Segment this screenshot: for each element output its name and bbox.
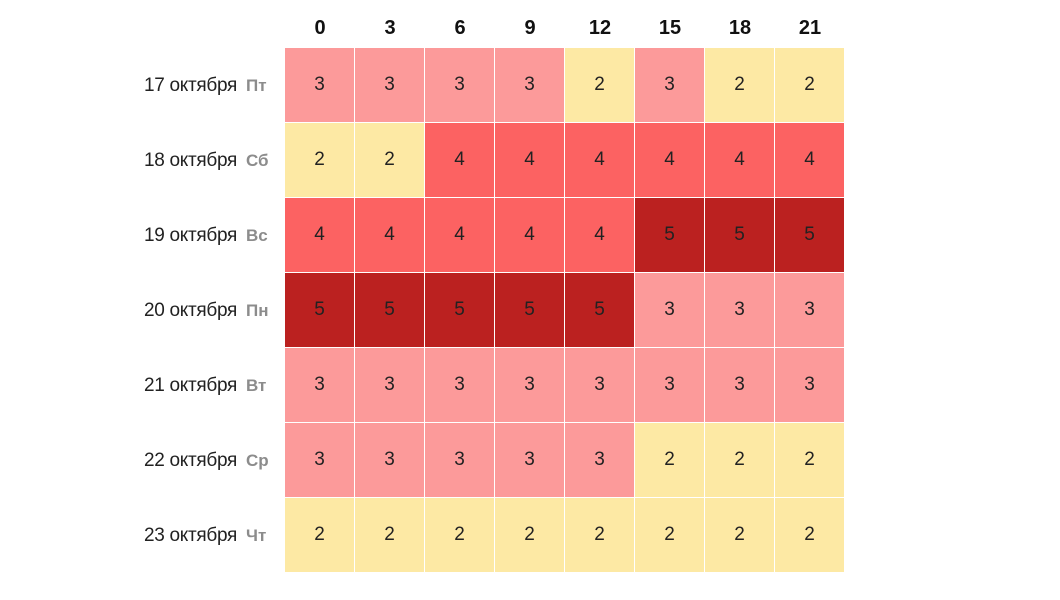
column-header: 12 (588, 16, 612, 39)
heatmap-cell: 3 (495, 48, 565, 123)
heatmap-cell: 3 (425, 348, 495, 423)
heatmap-cell: 3 (705, 273, 775, 348)
heatmap-cell: 5 (565, 273, 635, 348)
heatmap-cell: 3 (285, 423, 355, 498)
row-date-label: 21 октября (143, 374, 237, 396)
heatmap-cell: 2 (635, 423, 705, 498)
heatmap-cell: 2 (775, 423, 845, 498)
row-date-label: 19 октября (143, 224, 237, 246)
heatmap-cell: 3 (285, 48, 355, 123)
row-date-label: 22 октября (143, 449, 237, 471)
heatmap-cell: 3 (565, 348, 635, 423)
heatmap-cell: 3 (495, 348, 565, 423)
heatmap-cell: 2 (285, 498, 355, 573)
row-weekday-label: Пт (246, 75, 267, 95)
heatmap-cell: 4 (565, 123, 635, 198)
heatmap-cell: 2 (425, 498, 495, 573)
heatmap-cell: 4 (705, 123, 775, 198)
column-header: 3 (384, 16, 396, 39)
heatmap-cell: 2 (285, 123, 355, 198)
heatmap-cell: 4 (355, 198, 425, 273)
row-weekday-label: Вс (246, 225, 268, 245)
row-header: 21 октября Вт (70, 348, 270, 423)
heatmap-cell: 3 (635, 48, 705, 123)
heatmap-cell: 2 (705, 423, 775, 498)
row-header: 22 октября Ср (70, 423, 270, 498)
heatmap-cell: 3 (285, 348, 355, 423)
row-date-label: 17 октября (143, 74, 237, 96)
heatmap-cell: 3 (635, 273, 705, 348)
heatmap-cell: 5 (495, 273, 565, 348)
heatmap-cell: 2 (775, 48, 845, 123)
column-header: 6 (454, 16, 466, 39)
row-weekday-label: Чт (246, 525, 267, 545)
heatmap-cell: 4 (495, 198, 565, 273)
row-date-label: 20 октября (143, 299, 237, 321)
heatmap-cell: 3 (355, 48, 425, 123)
column-header: 0 (314, 16, 326, 39)
heatmap-cell: 4 (635, 123, 705, 198)
heatmap-cell: 2 (565, 498, 635, 573)
column-header: 9 (524, 16, 536, 39)
heatmap-cell: 3 (425, 423, 495, 498)
heatmap-cell: 2 (705, 48, 775, 123)
column-header: 21 (798, 16, 822, 39)
row-header: 23 октября Чт (70, 498, 270, 573)
row-weekday-label: Пн (246, 300, 269, 320)
heatmap-cell: 5 (635, 198, 705, 273)
row-weekday-label: Сб (246, 150, 269, 170)
heatmap-cell: 4 (565, 198, 635, 273)
column-header: 15 (658, 16, 682, 39)
heatmap-cell: 3 (565, 423, 635, 498)
column-header: 18 (728, 16, 752, 39)
heatmap-cell: 5 (425, 273, 495, 348)
heatmap-cell: 3 (495, 423, 565, 498)
heatmap-cell: 2 (355, 498, 425, 573)
heatmap-cell: 3 (775, 348, 845, 423)
heatmap-cell: 2 (355, 123, 425, 198)
heatmap-cell: 4 (495, 123, 565, 198)
row-header: 18 октября Сб (70, 123, 270, 198)
heatmap-cell: 2 (635, 498, 705, 573)
row-header: 20 октября Пн (70, 273, 270, 348)
heatmap-cell: 2 (495, 498, 565, 573)
heatmap-cell: 3 (775, 273, 845, 348)
heatmap-cell: 2 (565, 48, 635, 123)
heatmap-cell: 5 (285, 273, 355, 348)
row-date-label: 18 октября (143, 149, 237, 171)
row-weekday-label: Вт (246, 375, 267, 395)
heatmap-cell: 5 (775, 198, 845, 273)
heatmap-cell: 5 (705, 198, 775, 273)
row-header: 17 октября Пт (70, 48, 270, 123)
heatmap-cell: 3 (355, 423, 425, 498)
heatmap-cell: 4 (285, 198, 355, 273)
heatmap-cell: 2 (705, 498, 775, 573)
heatmap-cell: 3 (635, 348, 705, 423)
heatmap-cell: 4 (425, 123, 495, 198)
heatmap-cell: 3 (425, 48, 495, 123)
heatmap-cell: 3 (355, 348, 425, 423)
row-weekday-label: Ср (246, 450, 269, 470)
row-date-label: 23 октября (143, 524, 237, 546)
row-header: 19 октября Вс (70, 198, 270, 273)
heatmap-cell: 4 (425, 198, 495, 273)
heatmap-cell: 2 (775, 498, 845, 573)
heatmap-cell: 4 (775, 123, 845, 198)
heatmap-cell: 3 (705, 348, 775, 423)
heatmap-cell: 5 (355, 273, 425, 348)
